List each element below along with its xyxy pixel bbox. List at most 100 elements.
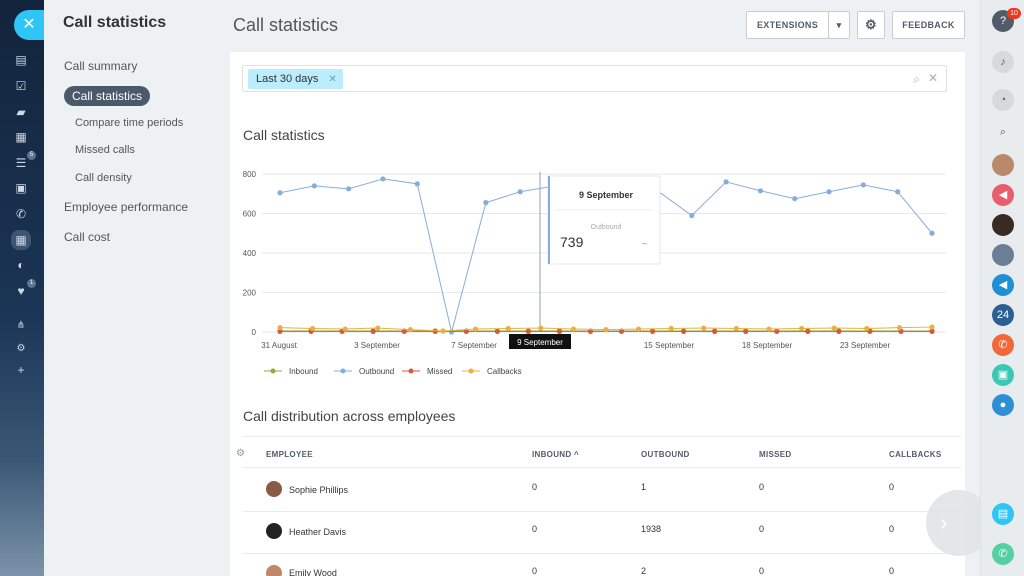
- nav-item-call-density[interactable]: Call density: [75, 172, 132, 184]
- data-point: [929, 324, 935, 330]
- data-point: [401, 328, 407, 335]
- search-icon[interactable]: ⌕: [999, 126, 1007, 138]
- y-tick-label: 0: [252, 328, 257, 337]
- data-point: [346, 186, 352, 192]
- remove-tag-icon[interactable]: ✕: [328, 74, 337, 85]
- feedback-button[interactable]: FEEDBACK: [892, 11, 965, 39]
- avatar: [266, 565, 282, 576]
- heart-icon[interactable]: ♥: [17, 284, 25, 298]
- apps-icon[interactable]: ▦: [11, 230, 31, 250]
- feed-icon[interactable]: ▤: [15, 53, 27, 67]
- tasks-icon[interactable]: ☑: [15, 79, 27, 93]
- tooltip-date: 9 September: [579, 190, 634, 200]
- col-employee[interactable]: EMPLOYEE: [266, 450, 313, 459]
- cursor-label-text: 9 September: [517, 338, 563, 347]
- table-title: Call distribution across employees: [243, 408, 456, 424]
- x-tick-label: 3 September: [354, 341, 400, 350]
- col-inbound-label: INBOUND: [532, 450, 572, 459]
- chat-icon[interactable]: ▰: [16, 105, 26, 119]
- cursor-label: 9 September: [509, 334, 571, 349]
- data-point: [733, 325, 739, 332]
- extensions-button[interactable]: EXTENSIONS: [746, 11, 829, 39]
- data-point: [380, 176, 386, 182]
- sitemap-icon[interactable]: ⋔: [16, 320, 26, 331]
- data-point: [375, 325, 381, 331]
- nav-item-missed-calls[interactable]: Missed calls: [75, 144, 135, 156]
- data-point: [473, 326, 479, 332]
- data-point: [929, 230, 935, 236]
- data-point: [712, 328, 718, 335]
- help-badge: 10: [1007, 8, 1021, 19]
- megaphone-icon[interactable]: ◀: [992, 184, 1014, 206]
- app24-icon[interactable]: 24: [992, 304, 1014, 326]
- data-point: [799, 325, 805, 332]
- divider: [243, 467, 961, 468]
- user-icon[interactable]: ●: [992, 394, 1014, 416]
- call-icon[interactable]: ✆: [992, 543, 1014, 565]
- avatar[interactable]: [992, 154, 1014, 176]
- calendar-icon[interactable]: ▦: [15, 130, 27, 144]
- timer-icon[interactable]: ◔: [992, 89, 1014, 111]
- time-icon[interactable]: ◐: [17, 258, 25, 272]
- settings-button[interactable]: ⚙: [857, 11, 885, 39]
- inbound-value: 0: [532, 482, 538, 492]
- data-point: [311, 183, 317, 189]
- col-outbound[interactable]: OUTBOUND: [641, 450, 690, 459]
- data-point: [896, 325, 903, 331]
- megaphone-icon[interactable]: ◀: [992, 274, 1014, 296]
- left-rail: ✕ ▤ ☑ ▰ ▦ ☰ 5 ▣ ✆ ▦ ◐ ♥ 1 ⋔ ⚙ +: [0, 0, 44, 576]
- bell-icon[interactable]: ♪: [992, 51, 1014, 73]
- avatar[interactable]: [992, 244, 1014, 266]
- nav-item-call-cost[interactable]: Call cost: [64, 230, 111, 244]
- avatar: [266, 481, 282, 497]
- data-point: [895, 189, 901, 195]
- employee-name[interactable]: Heather Davis: [289, 527, 347, 537]
- phone-icon[interactable]: ✆: [992, 334, 1014, 356]
- subnav-panel: Call statistics Call summary Call statis…: [44, 0, 230, 576]
- clear-icon[interactable]: ✕: [927, 71, 938, 85]
- legend-label: Callbacks: [487, 367, 522, 376]
- data-point: [805, 328, 811, 335]
- share-icon[interactable]: ▤: [992, 503, 1014, 525]
- data-point: [277, 190, 283, 196]
- filter-icon[interactable]: ☰: [15, 156, 27, 170]
- col-inbound[interactable]: INBOUND ^: [532, 450, 579, 459]
- extensions-dropdown-button[interactable]: ▾: [828, 11, 850, 39]
- search-doc-icon[interactable]: ▣: [992, 364, 1014, 386]
- tooltip: 9 September Outbound 739 –: [547, 175, 661, 265]
- data-point: [743, 328, 749, 335]
- divider: [243, 436, 961, 437]
- nav-item-call-statistics[interactable]: Call statistics: [64, 86, 151, 106]
- x-tick-label: 23 September: [840, 341, 891, 350]
- tooltip-value: 739: [560, 234, 584, 250]
- plus-icon[interactable]: +: [17, 363, 25, 377]
- col-missed[interactable]: MISSED: [759, 450, 792, 459]
- avatar[interactable]: [992, 214, 1014, 236]
- y-tick-label: 200: [243, 289, 257, 298]
- col-callbacks[interactable]: CALLBACKS: [889, 450, 942, 459]
- data-point: [538, 325, 544, 331]
- data-point: [570, 326, 576, 332]
- employee-name[interactable]: Emily Wood: [289, 568, 337, 576]
- data-point: [636, 326, 642, 332]
- avatar: [266, 523, 282, 539]
- sort-asc-icon: ^: [573, 450, 579, 459]
- search-icon[interactable]: ⌕: [913, 72, 920, 86]
- filter-tag[interactable]: Last 30 days ✕: [248, 69, 343, 89]
- close-icon[interactable]: ✕: [14, 10, 44, 40]
- filter-input[interactable]: Last 30 days ✕ ⌕ ✕: [242, 65, 947, 92]
- series-callbacks: [277, 324, 935, 334]
- callbacks-value: 0: [889, 524, 895, 534]
- employee-name[interactable]: Sophie Phillips: [289, 485, 349, 495]
- data-point: [689, 212, 695, 219]
- table-settings-icon[interactable]: ⚙: [236, 448, 245, 459]
- nav-item-call-summary[interactable]: Call summary: [64, 59, 138, 73]
- nav-item-compare-time-periods[interactable]: Compare time periods: [75, 117, 184, 129]
- data-point: [342, 326, 348, 332]
- phone-icon[interactable]: ✆: [15, 207, 27, 221]
- nav-item-employee-performance[interactable]: Employee performance: [64, 200, 189, 214]
- contacts-icon[interactable]: ▣: [15, 181, 27, 195]
- tooltip-dash: –: [642, 238, 647, 248]
- x-tick-label: 31 August: [261, 341, 297, 350]
- gear-icon[interactable]: ⚙: [16, 343, 26, 354]
